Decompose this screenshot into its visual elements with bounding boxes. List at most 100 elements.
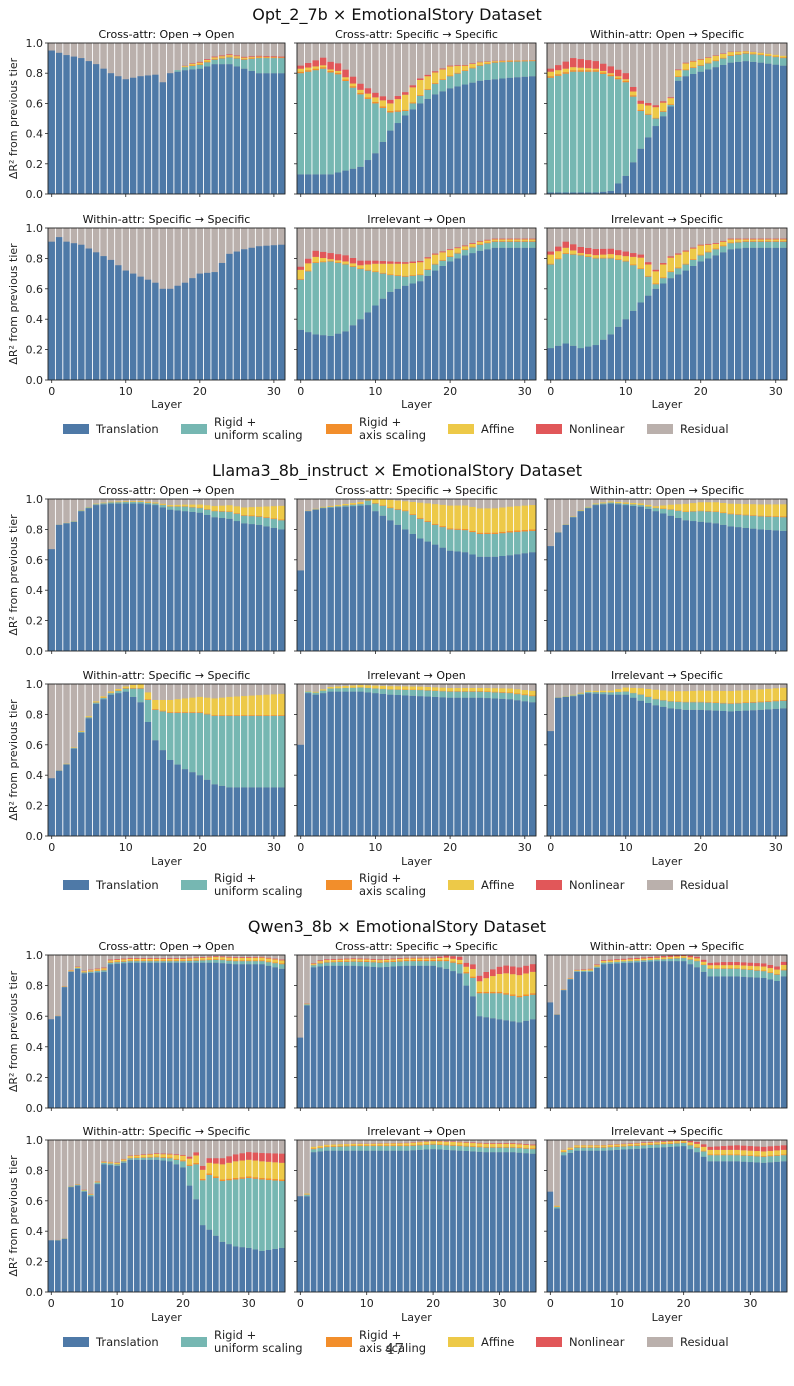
bar-segment-translation (122, 270, 130, 380)
bar-segment-translation (99, 68, 108, 194)
bar-segment-rigid-uniform-scaling (429, 1144, 437, 1150)
bar-segment-rigid-uniform-scaling (592, 258, 600, 346)
bar-segment-translation (386, 291, 395, 380)
bar-segment-rigid-uniform-scaling (764, 701, 773, 710)
bar-segment-rigid-axis-scaling (593, 1146, 601, 1148)
bar-segment-translation (394, 288, 402, 380)
bar-segment-nonlinear (456, 956, 464, 960)
bar-segment-affine (637, 103, 645, 110)
bar-segment-rigid-uniform-scaling (319, 262, 328, 336)
bar-segment-rigid-axis-scaling (757, 54, 765, 56)
bar-segment-affine (600, 960, 608, 963)
bar-segment-translation (166, 509, 175, 651)
bar-segment-translation (363, 966, 371, 1109)
bar-segment-rigid-axis-scaling (727, 242, 735, 244)
bar-segment-translation (122, 691, 130, 836)
bar-segment-affine (547, 71, 555, 77)
bar-segment-nonlinear (614, 250, 623, 256)
legend-swatch (181, 1337, 207, 1347)
bar-segment-translation (468, 697, 477, 836)
bar-segment-rigid-uniform-scaling (181, 712, 190, 770)
bar-segment-affine (614, 501, 623, 503)
bar-segment-rigid-uniform-scaling (311, 692, 320, 695)
bar-segment-affine (592, 690, 600, 692)
bar-segment-translation (614, 183, 623, 194)
bar-segment-translation (760, 977, 768, 1108)
bar-segment-nonlinear (319, 57, 328, 66)
bar-segment-nonlinear (443, 955, 450, 958)
bar-segment-affine (667, 1141, 674, 1144)
bar-segment-rigid-axis-scaling (502, 1146, 510, 1148)
bar-segment-nonlinear (476, 1142, 484, 1144)
bar-segment-rigid-axis-scaling (496, 991, 504, 994)
bar-segment-translation (146, 1159, 154, 1292)
bar-segment-rigid-uniform-scaling (607, 76, 615, 191)
panel-title: Cross-attr: Specific → Specific (335, 28, 498, 41)
bar-segment-rigid-axis-scaling (773, 973, 781, 975)
bar-segment-nonlinear (416, 78, 425, 80)
bar-segment-affine (629, 502, 638, 505)
bar-segment-affine (757, 504, 765, 516)
axes-frame (546, 683, 788, 837)
axes-frame (47, 954, 286, 1109)
bar-segment-rigid-uniform-scaling (667, 701, 675, 709)
bar-segment-rigid-uniform-scaling (240, 515, 249, 524)
bar-segment-rigid-uniform-scaling (431, 83, 440, 95)
bar-segment-rigid-uniform-scaling (633, 1145, 641, 1149)
bar-segment-nonlinear (403, 957, 411, 959)
bar-segment-translation (727, 1161, 734, 1292)
bar-segment-affine (423, 687, 432, 691)
bar-segment-affine (127, 958, 134, 961)
bar-segment-rigid-uniform-scaling (94, 1182, 101, 1185)
bar-segment-rigid-uniform-scaling (719, 513, 728, 525)
bar-segment-rigid-axis-scaling (757, 515, 765, 517)
bar-segment-affine (659, 264, 668, 278)
x-axis-label: Layer (151, 1311, 182, 1324)
bar-segment-rigid-axis-scaling (389, 1145, 397, 1147)
legend-swatch (448, 1337, 474, 1347)
bar-segment-rigid-axis-scaling (629, 95, 638, 97)
bar-segment-rigid-axis-scaling (599, 257, 608, 259)
bar-segment-translation (379, 141, 387, 194)
bar-segment-translation (396, 1150, 404, 1292)
bar-segment-rigid-axis-scaling (680, 1142, 688, 1144)
bar-segment-affine (233, 506, 241, 514)
bar-segment-nonlinear (297, 266, 305, 270)
bar-segment-affine (188, 697, 197, 713)
y-tick-label: 1.0 (26, 1134, 44, 1147)
bar-segment-translation (188, 69, 197, 194)
bar-segment-rigid-axis-scaling (727, 968, 734, 969)
bar-segment-rigid-uniform-scaling (192, 1164, 200, 1200)
bar-segment-rigid-uniform-scaling (443, 961, 450, 969)
bar-segment-translation (547, 1002, 554, 1108)
bar-segment-affine (159, 1154, 167, 1158)
bar-segment-rigid-uniform-scaling (462, 1146, 470, 1152)
bar-segment-rigid-axis-scaling (697, 254, 705, 256)
bar-segment-translation (734, 710, 743, 836)
bar-segment-translation (173, 1164, 180, 1292)
bar-segment-rigid-uniform-scaling (553, 1206, 561, 1209)
x-tick-label: 30 (769, 385, 783, 398)
bar-segment-rigid-uniform-scaling (613, 1146, 621, 1150)
bar-segment-nonlinear (219, 1158, 227, 1165)
bar-segment-translation (349, 691, 358, 836)
bar-segment-nonlinear (186, 957, 194, 959)
bar-segment-rigid-axis-scaling (188, 65, 197, 67)
bar-segment-translation (416, 965, 424, 1108)
bar-segment-nonlinear (584, 60, 593, 69)
bar-segment-nonlinear (304, 258, 313, 264)
bar-segment-rigid-uniform-scaling (252, 961, 259, 965)
bar-segment-translation (554, 345, 563, 380)
bar-segment-rigid-axis-scaling (461, 70, 470, 71)
bar-segment-translation (129, 503, 138, 651)
panel-title: Cross-attr: Open → Open (99, 484, 235, 497)
bar-segment-affine (394, 500, 402, 509)
bar-segment-translation (371, 305, 380, 380)
legend-swatch (536, 424, 562, 434)
bar-segment-rigid-uniform-scaling (713, 1155, 721, 1162)
bar-segment-rigid-axis-scaling (757, 240, 765, 242)
bar-segment-affine (303, 1003, 311, 1005)
y-tick-label: 1.0 (26, 222, 44, 235)
bar-segment-rigid-uniform-scaling (67, 1186, 75, 1188)
bar-segment-rigid-axis-scaling (522, 994, 530, 997)
